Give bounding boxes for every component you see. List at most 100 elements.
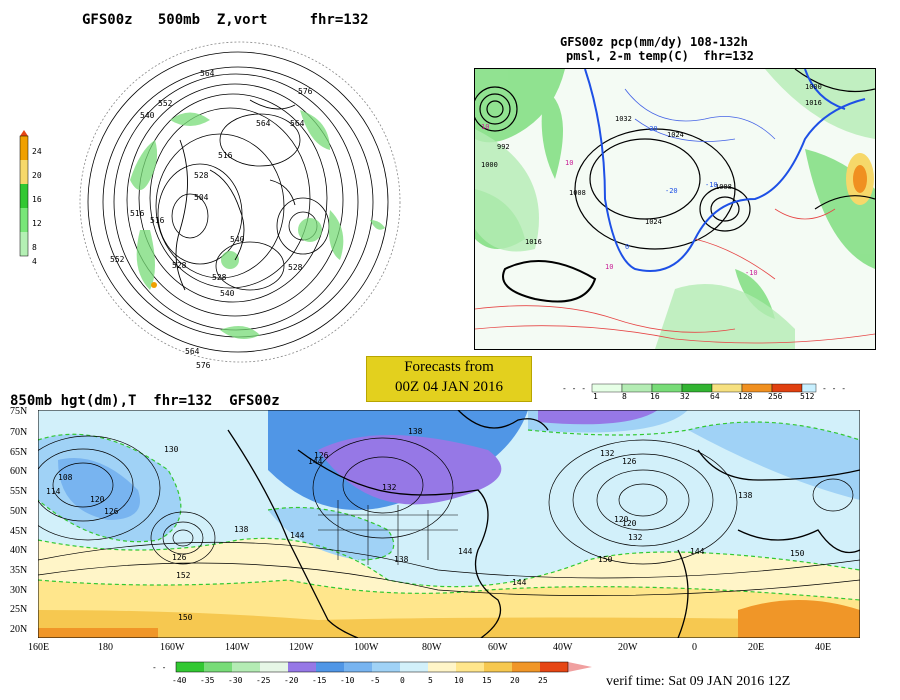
temp-colorbar: - - bbox=[152, 661, 592, 673]
temp-cbar-label-m25: -25 bbox=[256, 676, 271, 685]
svg-text:- - -: - - - bbox=[822, 384, 846, 393]
svg-text:144: 144 bbox=[290, 531, 305, 540]
forecasts-line1: Forecasts from bbox=[404, 359, 494, 375]
svg-text:10: 10 bbox=[605, 263, 613, 271]
pcp-cbar-label-128: 128 bbox=[738, 392, 753, 401]
lat-label-40n: 40N bbox=[10, 545, 28, 556]
temp-cbar-label-m10: -10 bbox=[340, 676, 355, 685]
svg-text:528: 528 bbox=[212, 273, 227, 282]
svg-text:564: 564 bbox=[290, 119, 305, 128]
svg-text:564: 564 bbox=[256, 119, 271, 128]
svg-text:992: 992 bbox=[497, 143, 510, 151]
svg-text:1008: 1008 bbox=[715, 183, 732, 191]
lon-label-160w: 160W bbox=[160, 642, 185, 653]
svg-text:152: 152 bbox=[176, 571, 191, 580]
svg-text:516: 516 bbox=[218, 151, 233, 160]
svg-text:144: 144 bbox=[690, 547, 705, 556]
svg-text:504: 504 bbox=[194, 193, 209, 202]
svg-text:-10: -10 bbox=[745, 269, 758, 277]
forecasts-badge: Forecasts from 00Z 04 JAN 2016 bbox=[366, 356, 532, 402]
temp-cbar-label-m20: -20 bbox=[284, 676, 299, 685]
lat-label-20n: 20N bbox=[10, 624, 28, 635]
lon-label-100w: 100W bbox=[354, 642, 379, 653]
temp-cbar-label-25: 25 bbox=[538, 676, 548, 685]
svg-text:10: 10 bbox=[565, 159, 573, 167]
lat-label-70n: 70N bbox=[10, 427, 28, 438]
lat-label-55n: 55N bbox=[10, 486, 28, 497]
temp-cbar-label-m30: -30 bbox=[228, 676, 243, 685]
vort-cbar-label-20: 20 bbox=[32, 171, 42, 180]
svg-text:144: 144 bbox=[458, 547, 473, 556]
temp-cbar-label-m5: -5 bbox=[370, 676, 380, 685]
svg-text:126: 126 bbox=[172, 553, 187, 562]
vort-cbar-label-12: 12 bbox=[32, 219, 42, 228]
temp-cbar-label-20: 20 bbox=[510, 676, 520, 685]
lon-label-60w: 60W bbox=[488, 642, 508, 653]
lon-label-160e: 160E bbox=[28, 642, 50, 653]
svg-text:540: 540 bbox=[140, 111, 155, 120]
svg-text:120: 120 bbox=[614, 515, 629, 524]
temp-cbar-label-0: 0 bbox=[400, 676, 405, 685]
svg-text:114: 114 bbox=[46, 487, 61, 496]
forecasts-line2: 00Z 04 JAN 2016 bbox=[395, 379, 503, 395]
svg-text:126: 126 bbox=[622, 457, 637, 466]
svg-text:126: 126 bbox=[104, 507, 119, 516]
vort-cbar-label-24: 24 bbox=[32, 147, 42, 156]
svg-text:120: 120 bbox=[90, 495, 105, 504]
svg-text:-10: -10 bbox=[705, 181, 718, 189]
temp-cbar-label-m15: -15 bbox=[312, 676, 327, 685]
svg-text:576: 576 bbox=[196, 361, 211, 370]
pcp-colorbar: - - - - - - bbox=[562, 383, 846, 393]
svg-text:540: 540 bbox=[230, 235, 245, 244]
lon-label-140w: 140W bbox=[225, 642, 250, 653]
panel-pcp-title-2: pmsl, 2-m temp(C) fhr=132 bbox=[566, 49, 754, 63]
svg-text:10: 10 bbox=[481, 123, 489, 131]
svg-text:564: 564 bbox=[185, 347, 200, 356]
lon-label-0: 0 bbox=[692, 642, 697, 653]
panel-pcp-map: 1000 1032 1024 1016 1008 1024 1008 1000 1016 9… bbox=[474, 68, 876, 350]
svg-text:516: 516 bbox=[150, 216, 165, 225]
pcp-cbar-label-16: 16 bbox=[650, 392, 660, 401]
svg-text:-20: -20 bbox=[665, 187, 678, 195]
svg-text:138: 138 bbox=[408, 427, 423, 436]
svg-text:1000: 1000 bbox=[481, 161, 498, 169]
vort-cbar-label-4: 4 bbox=[32, 257, 37, 266]
svg-text:1016: 1016 bbox=[525, 238, 542, 246]
svg-text:552: 552 bbox=[158, 99, 173, 108]
panel-500mb-title: GFS00z 500mb Z,vort fhr=132 bbox=[82, 12, 369, 28]
lat-label-75n: 75N bbox=[10, 406, 28, 417]
pcp-cbar-label-8: 8 bbox=[622, 392, 627, 401]
temp-cbar-label-15: 15 bbox=[482, 676, 492, 685]
svg-text:516: 516 bbox=[130, 209, 145, 218]
pcp-cbar-label-32: 32 bbox=[680, 392, 690, 401]
svg-text:-30: -30 bbox=[645, 125, 658, 133]
svg-text:138: 138 bbox=[738, 491, 753, 500]
lon-label-40e: 40E bbox=[815, 642, 832, 653]
lat-label-25n: 25N bbox=[10, 604, 28, 615]
svg-text:1032: 1032 bbox=[615, 115, 632, 123]
svg-text:132: 132 bbox=[628, 533, 643, 542]
svg-text:150: 150 bbox=[790, 549, 805, 558]
svg-text:564: 564 bbox=[200, 69, 215, 78]
svg-text:0: 0 bbox=[625, 243, 629, 251]
svg-text:552: 552 bbox=[110, 255, 125, 264]
pcp-cbar-label-64: 64 bbox=[710, 392, 720, 401]
vort-colorbar: 24 20 16 12 8 4 bbox=[18, 130, 58, 270]
svg-text:1008: 1008 bbox=[569, 189, 586, 197]
lat-label-45n: 45N bbox=[10, 526, 28, 537]
svg-text:1024: 1024 bbox=[645, 218, 662, 226]
verif-time: verif time: Sat 09 JAN 2016 12Z bbox=[606, 674, 791, 689]
svg-text:528: 528 bbox=[288, 263, 303, 272]
svg-text:540: 540 bbox=[220, 289, 235, 298]
panel-pcp-title-1: GFS00z pcp(mm/dy) 108-132h bbox=[560, 35, 748, 49]
lon-label-20w: 20W bbox=[618, 642, 638, 653]
temp-cbar-label-m40: -40 bbox=[172, 676, 187, 685]
temp-cbar-label-m35: -35 bbox=[200, 676, 215, 685]
svg-text:138: 138 bbox=[394, 555, 409, 564]
svg-text:528: 528 bbox=[172, 261, 187, 270]
svg-text:120: 120 bbox=[622, 519, 637, 528]
vort-cbar-label-8: 8 bbox=[32, 243, 37, 252]
lat-label-50n: 50N bbox=[10, 506, 28, 517]
